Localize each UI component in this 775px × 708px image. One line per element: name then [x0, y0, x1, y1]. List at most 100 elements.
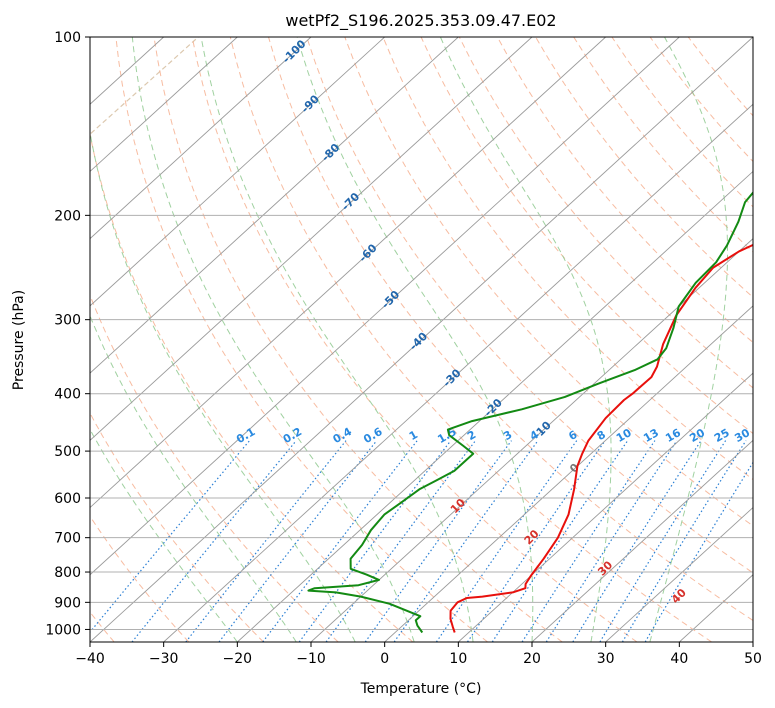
mixing-ratio-line	[491, 440, 629, 642]
moist-adiabats	[90, 37, 728, 642]
x-tick-label: 30	[597, 651, 615, 667]
dry-adiabat-line	[90, 515, 190, 642]
moist-adiabat-line	[90, 314, 297, 642]
dry-adiabat-line	[90, 412, 264, 642]
y-tick-label: 300	[54, 313, 81, 329]
mixing-ratio-line	[644, 461, 753, 642]
mixing-ratio-line	[90, 440, 251, 633]
dry-adiabat-line	[115, 37, 488, 642]
x-tick-label: 50	[744, 651, 762, 667]
isotherm-line	[458, 372, 753, 642]
y-tick-label: 800	[54, 565, 81, 581]
moist-adiabat-line	[649, 37, 728, 642]
dry-adiabat-line	[229, 37, 712, 642]
mixing-ratio-label: 25	[712, 426, 732, 445]
x-axis-label: Temperature (°C)	[360, 681, 482, 697]
chart-title: wetPf2_S196.2025.353.09.47.E02	[285, 11, 556, 31]
y-tick-label: 100	[54, 30, 81, 46]
isotherm-line	[752, 641, 753, 642]
isotherm-line	[90, 37, 753, 642]
dry-adiabat-line	[268, 37, 753, 622]
x-tick-label: 20	[523, 651, 541, 667]
y-tick-label: 700	[54, 531, 81, 547]
mixing-ratio-label: 0.1	[234, 425, 257, 446]
mixing-ratio-line	[262, 440, 418, 642]
y-tick-label: 400	[54, 387, 81, 403]
dry-adiabat-line	[344, 37, 753, 527]
dry-adiabat-line	[420, 37, 753, 435]
mixing-ratio-label: 0.2	[281, 425, 304, 446]
dry-adiabat-label: 30	[595, 558, 615, 578]
isotherm-line	[90, 37, 533, 441]
y-axis-label: Pressure (hPa)	[11, 290, 27, 390]
mixing-ratio-label: 30	[732, 426, 752, 445]
moist-adiabat-line	[296, 37, 534, 642]
mixing-ratio-line	[599, 440, 727, 642]
dry-adiabat-line	[306, 37, 753, 574]
dewpoint-line	[307, 191, 753, 634]
mixing-ratio-line	[621, 440, 747, 642]
isotherm-line	[90, 37, 606, 509]
mixing-ratio-line	[218, 440, 378, 642]
mixing-ratio-label: 1	[407, 428, 420, 443]
dry-adiabat-label: 40	[669, 586, 689, 606]
dry-adiabat-line	[90, 131, 414, 642]
mixing-ratio-line	[185, 440, 347, 642]
x-tick-label: −40	[75, 651, 105, 667]
isotherm-line	[384, 305, 753, 642]
isotherm-line	[90, 37, 459, 374]
mixing-ratio-label: 3	[501, 428, 514, 443]
isotherm-line	[310, 238, 753, 642]
mixing-ratio-line	[435, 440, 578, 642]
dry-adiabat-line	[611, 37, 753, 208]
x-tick-label: 0	[380, 651, 389, 667]
mixing-ratio-line	[393, 440, 539, 642]
dry-adiabat-label: 10	[448, 496, 468, 516]
mixing-ratio-line	[131, 440, 297, 642]
isotherm-line	[531, 439, 753, 642]
moist-adiabat-line	[90, 129, 356, 642]
pressure-gridlines	[90, 37, 753, 630]
mixing-ratio-line	[298, 440, 452, 642]
x-tick-label: −10	[296, 651, 326, 667]
mixing-ratio-label: 2	[465, 428, 478, 443]
temperature-line	[449, 243, 753, 633]
y-tick-label: 200	[54, 208, 81, 224]
isotherm-line	[90, 37, 312, 240]
mixing-ratio-line	[364, 440, 512, 642]
profile-series	[307, 191, 753, 634]
isotherm-line	[237, 170, 753, 642]
line-labels: -100-90-80-70-60-50-40-30-20-1000.1 0.2 0.…	[234, 37, 773, 606]
x-axis-ticks: −40 −30 −20 −10 0 10 20 30 40 50	[75, 642, 762, 667]
x-tick-label: 10	[449, 651, 467, 667]
moist-adiabat-line	[131, 37, 415, 642]
y-tick-label: 600	[54, 491, 81, 507]
isotherm-line	[90, 37, 680, 576]
mixing-ratio-label: 16	[663, 426, 683, 445]
mixing-ratio-lines	[90, 440, 753, 642]
plot-area: -100-90-80-70-60-50-40-30-20-1000.1 0.2 0.…	[90, 37, 773, 642]
y-tick-label: 900	[54, 595, 81, 611]
isotherms	[90, 37, 753, 642]
isotherm-line	[90, 37, 385, 307]
dry-adiabat-line	[382, 37, 753, 481]
moist-adiabat-line	[90, 428, 238, 642]
isotherm-line	[163, 103, 753, 642]
y-tick-label: 500	[54, 444, 81, 460]
dry-adiabat-line	[191, 37, 638, 642]
y-tick-label: 1000	[45, 622, 81, 638]
x-tick-label: 40	[670, 651, 688, 667]
mixing-ratio-line	[466, 440, 606, 642]
y-axis-ticks: 1000 900 800 700 600 500 400 300 200 100	[45, 30, 90, 638]
x-tick-label: −20	[223, 651, 253, 667]
plot-frame	[89, 36, 754, 643]
mixing-ratio-label: 36	[753, 426, 773, 445]
dry-adiabat-line	[153, 37, 563, 642]
mixing-ratio-line	[521, 440, 656, 642]
mixing-ratio-label: 10	[614, 426, 634, 445]
moist-adiabat-line	[439, 37, 612, 642]
isotherm-line	[605, 506, 753, 642]
mixing-ratio-line	[325, 440, 476, 642]
mixing-ratio-line	[572, 440, 702, 642]
